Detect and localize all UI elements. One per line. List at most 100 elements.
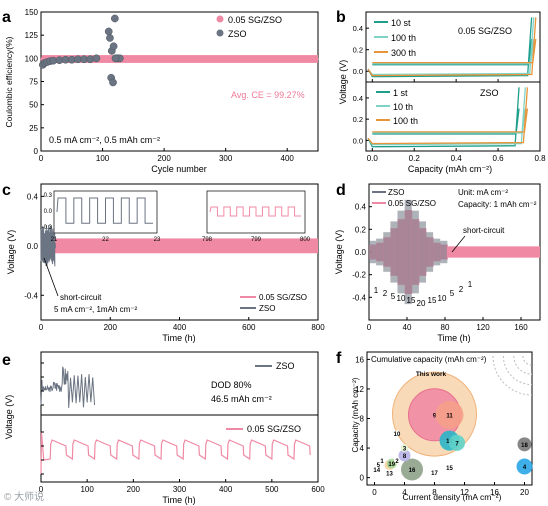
short-circuit-arrow-d: [451, 235, 466, 253]
y-tick-label: 0.0: [27, 242, 39, 251]
y-tick-label: 0.2: [353, 115, 363, 124]
legend-marker-zso: [216, 29, 224, 37]
bubble-label: 3: [403, 447, 407, 453]
legend-marker-sg: [216, 15, 224, 23]
capacity-note-e: 46.5 mAh cm⁻²: [211, 394, 272, 404]
x-tick-label: 40: [403, 323, 412, 332]
panel-b-xlabel: Capacity (mAh cm⁻²): [408, 164, 492, 174]
bubble-11: [435, 400, 464, 429]
dod-note: DOD 80%: [211, 380, 252, 390]
bubble-label: 7: [455, 441, 459, 447]
y-tick-label: 16: [355, 355, 364, 364]
rate-label: 1: [468, 280, 473, 289]
voltage-profile-zso: [367, 87, 529, 145]
y-tick-label: 150: [25, 8, 39, 17]
bubble-1: [380, 458, 384, 463]
inset-y-tick-label: 0.3: [44, 193, 53, 199]
bubble-14: [373, 466, 380, 473]
capacity-note-d: Capacity: 1 mAh cm⁻²: [458, 200, 537, 209]
panel-e-ylabel: Voltage (V): [4, 395, 14, 440]
size-key-arc: [492, 355, 533, 396]
bubble-label: 17: [431, 471, 438, 477]
legend-sg-e: 0.05 SG/ZSO: [247, 424, 301, 434]
legend-10st: 10 st: [391, 18, 411, 28]
bubble-18: [517, 437, 532, 452]
zso-rate-block: [426, 232, 434, 272]
y-tick-label: 8: [360, 415, 365, 424]
y-tick-label: 4: [360, 444, 365, 453]
sg-ce-point: [311, 55, 319, 63]
x-tick-label: 0.4: [451, 154, 463, 163]
legend-sg-c: 0.05 SG/ZSO: [259, 293, 307, 302]
legend-zso-c: ZSO: [259, 304, 275, 313]
x-tick-label: 300: [173, 485, 187, 494]
bubble-label: 9: [433, 413, 437, 419]
panel-c-ylabel: Voltage (V): [6, 230, 16, 275]
panel-c-legend: 0.05 SG/ZSO ZSO: [240, 293, 307, 313]
rate-label: 10: [438, 294, 447, 303]
y-tick-label: 75: [29, 78, 38, 87]
x-tick-label: 500: [265, 485, 279, 494]
rate-label: 2: [459, 285, 464, 294]
bubble-label: 10: [394, 432, 401, 438]
bubble-label: 2: [395, 459, 399, 465]
legend-sg-d: 0.05 SG/ZSO: [388, 199, 436, 208]
inset-x-tick-label: 22: [102, 237, 109, 243]
voltage-profile-sg: [367, 17, 537, 77]
legend-10th: 10 th: [393, 102, 413, 112]
bubble-16: [401, 458, 423, 481]
size-key-arc: [502, 355, 533, 386]
bubble-label: 13: [386, 472, 393, 478]
legend-300th: 300 th: [391, 48, 416, 58]
rate-label: 10: [397, 294, 406, 303]
panel-d-legend: ZSO 0.05 SG/ZSO: [372, 188, 436, 208]
x-tick-label: 400: [219, 485, 233, 494]
sg-tail-band: [446, 246, 540, 258]
unit-note-d: Unit: mA cm⁻²: [458, 188, 508, 197]
bubble-label: 4: [523, 465, 527, 471]
bubble-5: [375, 461, 382, 468]
panel-f: f 04812162004812169111612718486193102511…: [336, 350, 533, 502]
x-tick-label: 300: [219, 154, 233, 163]
bubble-label: 18: [521, 443, 528, 449]
sg-cycling-band: [54, 238, 318, 254]
x-tick-label: 16: [490, 488, 499, 497]
y-tick-label: 50: [29, 101, 38, 110]
inset-trace: [56, 197, 153, 224]
watermark: © 大师说: [4, 490, 44, 503]
zso-rate-block: [433, 238, 441, 266]
rate-label: 15: [407, 296, 416, 305]
panel-a-xlabel: Cycle number: [151, 164, 207, 174]
x-tick-label: 12: [460, 488, 469, 497]
zso-rate-block: [418, 221, 426, 283]
panel-c-label: c: [2, 182, 11, 199]
y-tick-label: 100: [25, 54, 39, 63]
zso-rate-block: [397, 210, 405, 294]
x-tick-label: 100: [80, 485, 94, 494]
zso-rate-block: [404, 199, 412, 305]
panel-d-xlabel: Time (h): [437, 333, 470, 343]
zso-ce-point: [92, 54, 101, 63]
y-tick-label: 25: [29, 124, 38, 133]
inset-1: 21 22 23 0.3 0.0 -0.3: [42, 190, 161, 243]
panel-a-ylabel: Coulombic efficiency(%): [4, 36, 14, 127]
y-tick-label: 0.4: [353, 24, 363, 33]
bubble-8: [398, 449, 411, 462]
short-circuit-d: short-circuit: [463, 226, 505, 235]
inset-y-tick-label: 0.0: [44, 209, 53, 215]
zso-ce-point: [106, 34, 114, 42]
x-tick-label: 600: [311, 485, 325, 494]
size-key-arc: [513, 355, 533, 375]
bubble-3: [400, 444, 409, 453]
bubble-2: [394, 457, 400, 464]
y-tick-label: 0: [360, 474, 365, 483]
x-tick-label: 200: [127, 485, 141, 494]
panel-b-top-title: 0.05 SG/ZSO: [458, 26, 512, 36]
bubble-label: 8: [403, 454, 407, 460]
x-tick-label: 400: [281, 154, 295, 163]
short-circuit-arrow: [43, 257, 59, 297]
legend-zso-d: ZSO: [388, 188, 404, 197]
panel-f-ylabel: Capacity (mAh cm⁻²): [351, 377, 360, 452]
rate-label: 1: [374, 286, 379, 295]
